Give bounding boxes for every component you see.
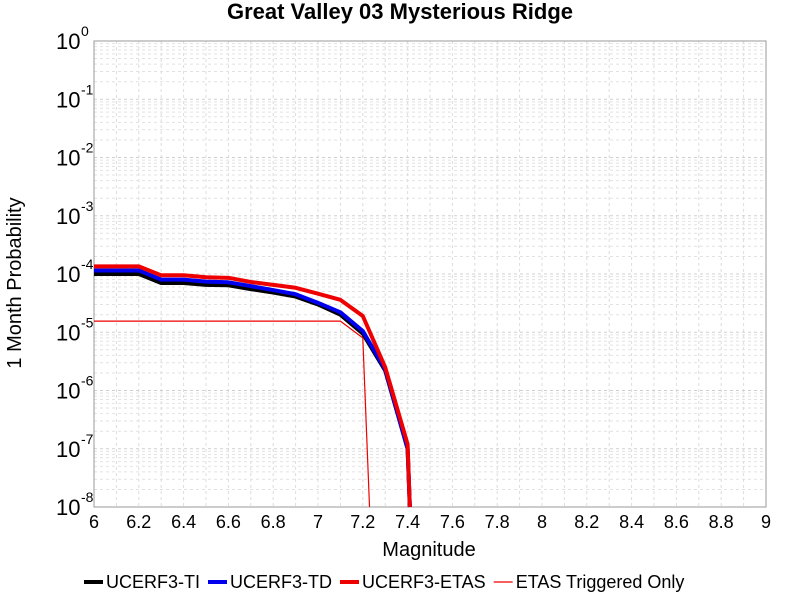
- y-tick-base: 10: [56, 495, 80, 520]
- legend: UCERF3-TI UCERF3-TD UCERF3-ETAS ETAS Trigge…: [84, 572, 684, 592]
- y-tick-exponent: -1: [81, 81, 94, 97]
- x-tick-label: 8.8: [709, 512, 734, 532]
- x-axis-label: Magnitude: [382, 539, 475, 561]
- y-tick-label: 10 -8: [56, 489, 94, 520]
- y-tick-base: 10: [56, 87, 80, 112]
- y-tick-base: 10: [56, 320, 80, 345]
- y-tick-base: 10: [56, 204, 80, 229]
- series-line-ucerf3-etas: [94, 264, 412, 508]
- x-tick-label: 6.8: [261, 512, 286, 532]
- x-tick-label: 7.6: [440, 512, 465, 532]
- y-tick-exponent: -8: [81, 489, 94, 505]
- x-tick-labels: 6 6.2 6.4 6.6 6.8 7 7.2 7.4 7.6 7.8 8 8.2 8.4 8.6 8.8 9: [89, 512, 771, 532]
- y-tick-label: 10 -2: [56, 140, 94, 171]
- y-tick-exponent: -5: [81, 314, 94, 330]
- series-lines: [94, 264, 412, 508]
- series-line-etas-triggered-only: [94, 320, 371, 508]
- legend-label: UCERF3-ETAS: [362, 572, 486, 592]
- y-tick-exponent: 0: [81, 23, 89, 39]
- y-tick-label: 10 -7: [56, 431, 94, 462]
- legend-label: ETAS Triggered Only: [516, 572, 685, 592]
- y-tick-base: 10: [56, 379, 80, 404]
- y-tick-exponent: -2: [81, 140, 94, 156]
- x-tick-label: 7.8: [485, 512, 510, 532]
- grid: [93, 41, 767, 508]
- y-tick-exponent: -7: [81, 431, 94, 447]
- legend-label: UCERF3-TI: [106, 572, 200, 592]
- y-tick-label: 10 -6: [56, 373, 94, 404]
- y-tick-base: 10: [56, 437, 80, 462]
- x-tick-label: 7.2: [350, 512, 375, 532]
- x-tick-label: 6: [89, 512, 99, 532]
- x-tick-label: 8.6: [664, 512, 689, 532]
- y-tick-exponent: -4: [81, 256, 94, 272]
- y-axis-label: 1 Month Probability: [4, 197, 26, 368]
- y-tick-label: 10 -1: [56, 81, 94, 112]
- x-tick-label: 6.6: [216, 512, 241, 532]
- x-tick-label: 7.4: [395, 512, 420, 532]
- y-tick-label: 10 -3: [56, 198, 94, 229]
- x-tick-label: 8: [537, 512, 547, 532]
- y-tick-base: 10: [56, 262, 80, 287]
- x-tick-label: 8.4: [619, 512, 644, 532]
- y-tick-label: 10 -5: [56, 314, 94, 345]
- chart-title: Great Valley 03 Mysterious Ridge: [227, 0, 573, 24]
- y-tick-exponent: -6: [81, 373, 94, 389]
- y-tick-label: 10 -4: [56, 256, 94, 287]
- y-tick-base: 10: [56, 146, 80, 171]
- legend-entry: UCERF3-TI: [84, 572, 200, 592]
- legend-entry: UCERF3-ETAS: [340, 572, 486, 592]
- series-line-ucerf3-td: [94, 268, 412, 508]
- x-tick-label: 9: [761, 512, 771, 532]
- x-tick-label: 8.2: [574, 512, 599, 532]
- legend-entry: UCERF3-TD: [208, 572, 332, 592]
- legend-entry: ETAS Triggered Only: [493, 572, 685, 592]
- x-tick-label: 6.4: [171, 512, 196, 532]
- x-tick-label: 6.2: [126, 512, 151, 532]
- legend-label: UCERF3-TD: [230, 572, 332, 592]
- y-tick-label: 10 0: [56, 23, 89, 54]
- x-tick-label: 7: [313, 512, 323, 532]
- y-tick-base: 10: [56, 29, 80, 54]
- y-tick-exponent: -3: [81, 198, 94, 214]
